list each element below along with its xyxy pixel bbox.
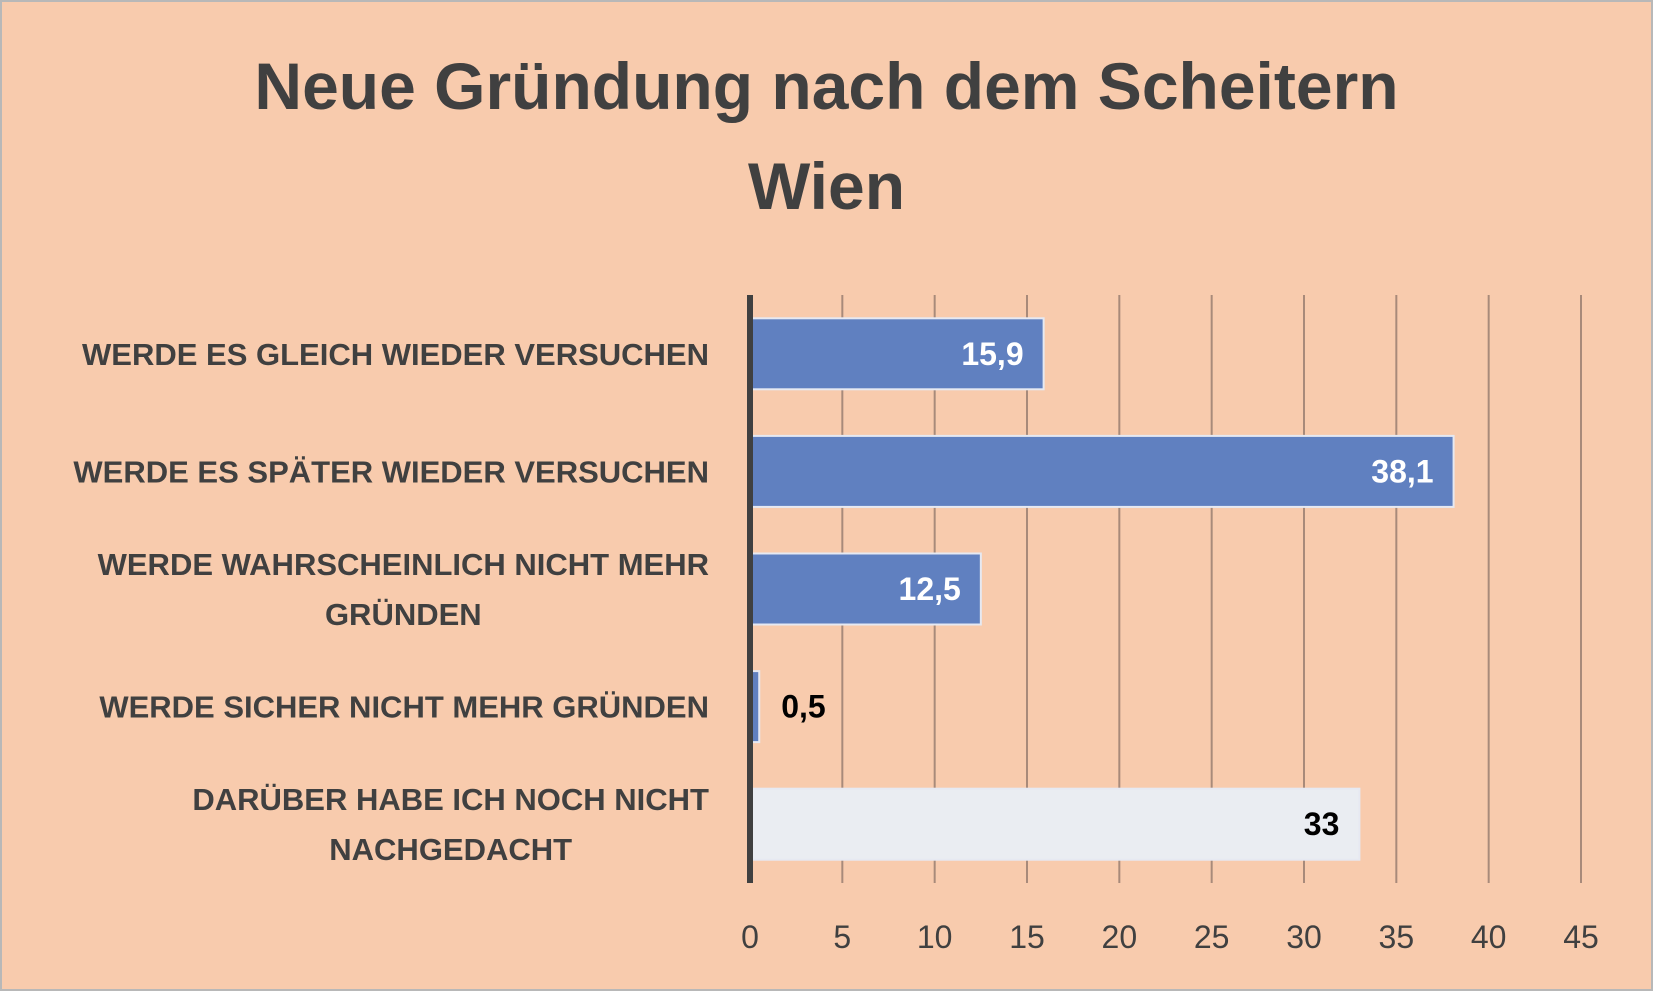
bar — [749, 317, 1045, 391]
x-tick-label: 45 — [1563, 919, 1599, 955]
x-tick-label: 20 — [1102, 919, 1138, 955]
chart-title-line-2: Wien — [747, 149, 906, 223]
x-tick-label: 35 — [1379, 919, 1415, 955]
data-label: 15,9 — [961, 336, 1023, 372]
category-label: NACHGEDACHT — [329, 832, 572, 867]
data-label: 33 — [1304, 806, 1340, 842]
bar — [749, 434, 1455, 508]
chart-title-line-1: Neue Gründung nach dem Scheitern — [254, 49, 1399, 123]
data-label: 38,1 — [1371, 453, 1433, 489]
category-label: WERDE SICHER NICHT MEHR GRÜNDEN — [99, 690, 709, 725]
x-tick-label: 25 — [1194, 919, 1230, 955]
bar — [749, 787, 1361, 861]
x-tick-label: 5 — [833, 919, 851, 955]
x-tick-label: 40 — [1471, 919, 1507, 955]
category-label: WERDE WAHRSCHEINLICH NICHT MEHR — [98, 547, 709, 582]
data-label: 12,5 — [899, 571, 961, 607]
data-label: 0,5 — [781, 689, 825, 725]
bar — [749, 552, 982, 626]
category-label: WERDE ES GLEICH WIEDER VERSUCHEN — [82, 337, 709, 372]
category-label: DARÜBER HABE ICH NOCH NICHT — [192, 782, 709, 817]
category-label: WERDE ES SPÄTER WIEDER VERSUCHEN — [73, 454, 709, 489]
x-tick-label: 10 — [917, 919, 953, 955]
category-label: GRÜNDEN — [325, 597, 482, 632]
x-tick-label: 0 — [741, 919, 759, 955]
x-tick-label: 15 — [1009, 919, 1045, 955]
x-tick-label: 30 — [1286, 919, 1322, 955]
